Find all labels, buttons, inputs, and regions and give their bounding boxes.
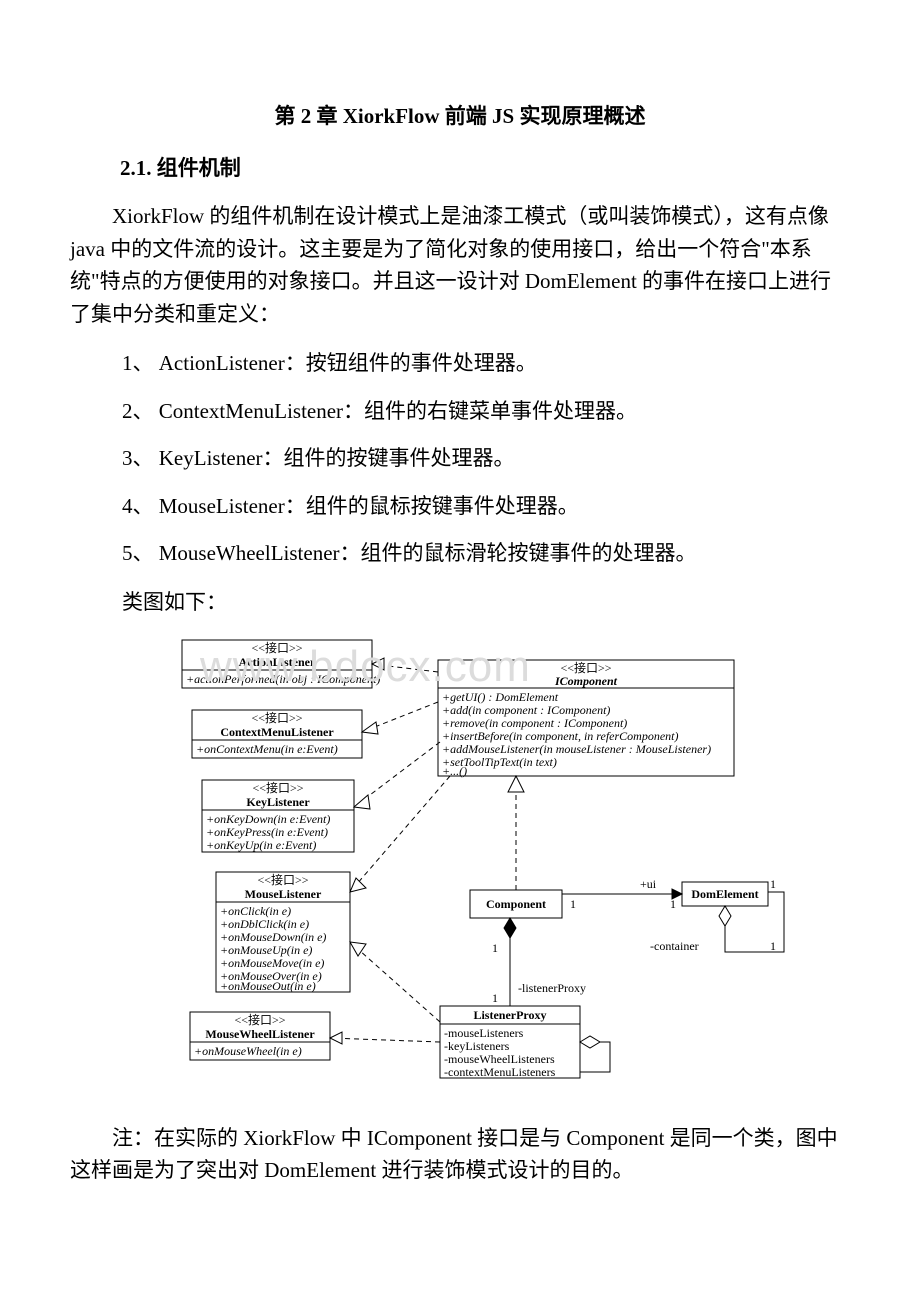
svg-text:+onMouseOut(in e): +onMouseOut(in e) <box>220 979 316 993</box>
svg-text:MouseListener: MouseListener <box>245 887 322 901</box>
listener-item: 2、 ContextMenuListener：组件的右键菜单事件处理器。 <box>122 396 850 428</box>
svg-text:-keyListeners: -keyListeners <box>444 1039 510 1053</box>
svg-text:+addMouseListener(in mouseList: +addMouseListener(in mouseListener : Mou… <box>442 742 711 756</box>
svg-text:1: 1 <box>770 877 776 891</box>
svg-text:+onKeyDown(in e:Event): +onKeyDown(in e:Event) <box>206 812 330 826</box>
svg-text:1: 1 <box>492 941 498 955</box>
svg-text:1: 1 <box>492 991 498 1005</box>
uml-box-contextmenulistener: <<接口>> ContextMenuListener +onContextMen… <box>192 710 362 758</box>
listener-item: 4、 MouseListener：组件的鼠标按键事件处理器。 <box>122 491 850 523</box>
uml-svg: <<接口>> ActionListener +actionPerformed(i… <box>130 632 790 1102</box>
listener-item: 1、 ActionListener：按钮组件的事件处理器。 <box>122 348 850 380</box>
svg-text:+onMouseMove(in e): +onMouseMove(in e) <box>220 956 324 970</box>
svg-text:+onContextMenu(in e:Event): +onContextMenu(in e:Event) <box>196 742 338 756</box>
svg-text:<<接口>>: <<接口>> <box>251 640 302 655</box>
svg-text:-mouseWheelListeners: -mouseWheelListeners <box>444 1052 555 1066</box>
svg-text:+onDblClick(in e): +onDblClick(in e) <box>220 917 309 931</box>
svg-text:<<接口>>: <<接口>> <box>252 780 303 795</box>
svg-text:+actionPerformed(in obj : ICom: +actionPerformed(in obj : IComponent) <box>186 672 380 686</box>
listener-item: 3、 KeyListener：组件的按键事件处理器。 <box>122 443 850 475</box>
svg-text:+insertBefore(in component, in: +insertBefore(in component, in referComp… <box>442 729 679 743</box>
svg-text:-listenerProxy: -listenerProxy <box>518 981 586 995</box>
svg-text:<<接口>>: <<接口>> <box>234 1012 285 1027</box>
svg-text:+onClick(in e): +onClick(in e) <box>220 904 291 918</box>
svg-text:1: 1 <box>670 897 676 911</box>
uml-box-domelement: DomElement <box>682 882 768 906</box>
svg-text:<<接口>>: <<接口>> <box>251 710 302 725</box>
svg-text:+onMouseWheel(in e): +onMouseWheel(in e) <box>194 1044 302 1058</box>
svg-text:+getUI() : DomElement: +getUI() : DomElement <box>442 690 559 704</box>
svg-text:ActionListener: ActionListener <box>239 655 316 669</box>
svg-text:+...(): +...() <box>442 764 467 778</box>
svg-text:+ui: +ui <box>640 877 657 891</box>
uml-box-listenerproxy: ListenerProxy -mouseListeners -keyListen… <box>440 1006 580 1079</box>
svg-text:<<接口>>: <<接口>> <box>257 872 308 887</box>
svg-text:-contextMenuListeners: -contextMenuListeners <box>444 1065 556 1079</box>
svg-text:+add(in component : IComponent: +add(in component : IComponent) <box>442 703 610 717</box>
uml-box-mousewheellistener: <<接口>> MouseWheelListener +onMouseWheel(… <box>190 1012 330 1060</box>
uml-box-keylistener: <<接口>> KeyListener +onKeyDown(in e:Event… <box>202 780 354 852</box>
uml-box-component: Component <box>470 890 562 918</box>
svg-text:<<接口>>: <<接口>> <box>560 660 611 675</box>
svg-text:+remove(in component : ICompon: +remove(in component : IComponent) <box>442 716 627 730</box>
svg-text:+onKeyUp(in e:Event): +onKeyUp(in e:Event) <box>206 838 316 852</box>
document-page: 第 2 章 XiorkFlow 前端 JS 实现原理概述 2.1. 组件机制 X… <box>0 0 920 1247</box>
svg-text:-mouseListeners: -mouseListeners <box>444 1026 524 1040</box>
uml-box-actionlistener: <<接口>> ActionListener +actionPerformed(i… <box>182 640 380 688</box>
intro-paragraph: XiorkFlow 的组件机制在设计模式上是油漆工模式（或叫装饰模式），这有点像… <box>70 200 850 330</box>
uml-diagram: www.bdocx.com <<接口>> ActionListener +act… <box>130 632 850 1102</box>
svg-text:1: 1 <box>770 939 776 953</box>
svg-text:+onMouseUp(in e): +onMouseUp(in e) <box>220 943 312 957</box>
svg-text:-container: -container <box>650 939 699 953</box>
svg-text:ListenerProxy: ListenerProxy <box>473 1008 546 1022</box>
note-paragraph: 注：在实际的 XiorkFlow 中 IComponent 接口是与 Compo… <box>70 1122 850 1187</box>
svg-text:KeyListener: KeyListener <box>246 795 310 809</box>
svg-text:+onMouseDown(in e): +onMouseDown(in e) <box>220 930 326 944</box>
section-title: 2.1. 组件机制 <box>120 152 850 182</box>
svg-text:MouseWheelListener: MouseWheelListener <box>205 1027 315 1041</box>
listener-item: 5、 MouseWheelListener：组件的鼠标滑轮按键事件的处理器。 <box>122 538 850 570</box>
svg-text:+onKeyPress(in e:Event): +onKeyPress(in e:Event) <box>206 825 328 839</box>
diagram-caption: 类图如下： <box>122 586 850 616</box>
svg-text:1: 1 <box>570 897 576 911</box>
svg-text:DomElement: DomElement <box>691 887 758 901</box>
chapter-title: 第 2 章 XiorkFlow 前端 JS 实现原理概述 <box>70 100 850 130</box>
uml-box-mouselistener: <<接口>> MouseListener +onClick(in e) +onD… <box>216 872 350 993</box>
svg-text:IComponent: IComponent <box>554 674 618 688</box>
uml-box-icomponent: <<接口>> IComponent +getUI() : DomElement … <box>438 660 734 778</box>
svg-text:Component: Component <box>486 897 546 911</box>
svg-text:ContextMenuListener: ContextMenuListener <box>220 725 334 739</box>
